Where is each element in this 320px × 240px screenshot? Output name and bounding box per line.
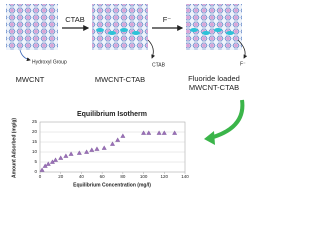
x-tick-label: 0 (39, 174, 42, 179)
data-point (120, 133, 126, 138)
data-point (89, 147, 95, 152)
data-point (39, 167, 45, 172)
data-point (76, 150, 82, 155)
data-point (115, 137, 121, 142)
tube-label: MWCNT-CTAB (95, 75, 145, 84)
x-tick-label: 40 (79, 174, 85, 179)
nanotube (6, 4, 58, 50)
released-ctab: CTAB (152, 62, 166, 68)
nanotube (186, 4, 242, 50)
data-point (45, 161, 51, 166)
tube-label: MWCNT-CTAB (189, 83, 239, 92)
data-point (53, 157, 58, 162)
data-point (58, 155, 64, 160)
ctab-molecules (96, 28, 234, 35)
x-tick-label: 20 (58, 174, 64, 179)
y-tick-label: 20 (32, 129, 38, 134)
y-axis-label: Amount Adsorbed (mg/g) (11, 118, 17, 178)
data-point (172, 130, 178, 135)
data-point (146, 130, 152, 135)
x-tick-label: 80 (120, 174, 126, 179)
data-point (101, 145, 107, 150)
graphical-abstract: CTAB F⁻ Hydroxyl Group CTAB F⁻ MWCNT MWC… (6, 4, 248, 188)
tube-label: MWCNT (16, 75, 45, 84)
data-point (68, 151, 74, 156)
y-tick-label: 5 (34, 159, 37, 164)
data-point (141, 130, 147, 135)
x-axis-label: Equilibrium Concentration (mg/l) (73, 182, 151, 188)
arrow (147, 39, 156, 59)
data-point (63, 153, 69, 158)
y-tick-label: 0 (34, 169, 37, 174)
hydroxyl-label: Hydroxyl Group (32, 59, 67, 65)
plot-area (39, 121, 186, 173)
arrow (19, 49, 31, 62)
step-label: F⁻ (163, 15, 172, 24)
chart-title: Equilibrium Isotherm (77, 111, 147, 118)
nanotube (92, 4, 148, 50)
data-point (94, 146, 100, 151)
y-tick-label: 15 (32, 139, 38, 144)
step-label: CTAB (65, 15, 84, 24)
x-tick-label: 120 (161, 174, 169, 179)
data-point (84, 149, 90, 154)
arrow (237, 39, 248, 59)
curved-arrow (209, 99, 245, 140)
data-point (110, 141, 115, 146)
y-tick-label: 25 (32, 119, 38, 124)
data-point (156, 130, 162, 135)
y-tick-label: 10 (32, 149, 38, 154)
x-tick-label: 100 (140, 174, 148, 179)
tube-label: Fluoride loaded (188, 74, 240, 83)
x-tick-label: 140 (181, 174, 189, 179)
released-f: F⁻ (240, 61, 246, 67)
data-point (161, 130, 167, 135)
arrow-head (204, 131, 215, 145)
x-tick-label: 60 (100, 174, 106, 179)
